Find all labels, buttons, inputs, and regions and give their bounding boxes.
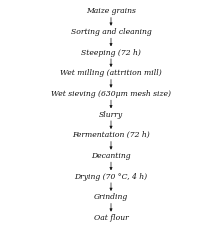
Text: Drying (70 °C, 4 h): Drying (70 °C, 4 h) [74,173,148,181]
Text: Wet sieving (630μm mesh size): Wet sieving (630μm mesh size) [51,90,171,98]
Text: Oat flour: Oat flour [94,214,128,222]
Text: Grinding: Grinding [94,193,128,201]
Text: Wet milling (attrition mill): Wet milling (attrition mill) [60,69,162,77]
Text: Fermentation (72 h): Fermentation (72 h) [72,131,150,139]
Text: Maize grains: Maize grains [86,7,136,15]
Text: Slurry: Slurry [99,111,123,119]
Text: Decanting: Decanting [91,152,131,160]
Text: Sorting and cleaning: Sorting and cleaning [71,28,151,36]
Text: Steeping (72 h): Steeping (72 h) [81,49,141,57]
